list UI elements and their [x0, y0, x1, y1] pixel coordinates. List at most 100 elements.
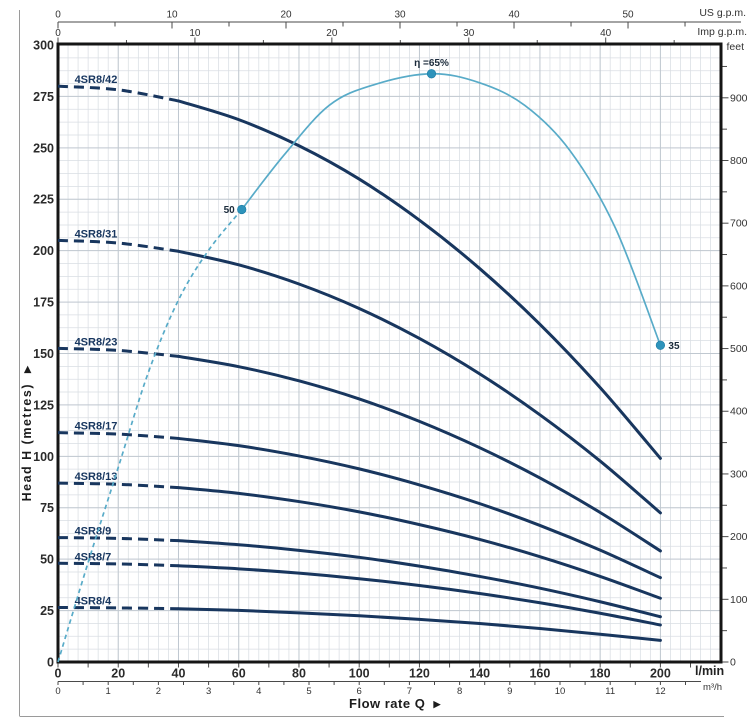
svg-text:60: 60: [232, 667, 246, 681]
metres-axis: 0 25 50 75 100 125 150 175 200 225 250 275 300: [33, 38, 54, 669]
pump-curve-label: 4SR8/7: [75, 551, 112, 563]
svg-text:20: 20: [280, 10, 292, 21]
svg-text:30: 30: [463, 28, 475, 39]
svg-text:50: 50: [40, 553, 54, 567]
svg-text:30: 30: [394, 10, 406, 21]
svg-text:150: 150: [33, 347, 54, 361]
svg-text:800: 800: [730, 155, 748, 167]
svg-text:0: 0: [55, 686, 60, 697]
svg-text:40: 40: [600, 28, 612, 39]
svg-text:200: 200: [33, 244, 54, 258]
head-axis-title-text: Head H (metres): [20, 383, 34, 502]
svg-text:50: 50: [622, 10, 634, 21]
pump-curve-4SR8/23: [176, 354, 662, 553]
pump-curve-label: 4SR8/13: [75, 471, 118, 483]
feet-unit-label: feet: [726, 41, 744, 53]
svg-text:200: 200: [650, 667, 671, 681]
pump-curves: 4SR8/42 4SR8/31 4SR8/23 4SR8/17 4SR8/13 4SR8/…: [57, 74, 662, 642]
svg-text:125: 125: [33, 398, 54, 412]
svg-text:6: 6: [357, 686, 362, 697]
svg-text:275: 275: [33, 90, 54, 104]
pump-curve-label: 4SR8/17: [75, 421, 118, 433]
plot-frame: [56, 42, 723, 664]
svg-text:225: 225: [33, 193, 54, 207]
svg-text:300: 300: [33, 38, 54, 52]
svg-text:80: 80: [292, 667, 306, 681]
us-gpm-unit-label: US g.p.m.: [699, 7, 746, 19]
head-axis-title: Head H (metres) ▶: [20, 365, 34, 502]
lmin-axis: 0 20 40 60 80 100 120 140 160 180 200: [55, 663, 692, 681]
svg-text:250: 250: [33, 141, 54, 155]
svg-text:120: 120: [409, 667, 430, 681]
svg-text:200: 200: [730, 531, 748, 543]
pump-curve-label: 4SR8/31: [75, 228, 118, 240]
svg-text:2: 2: [156, 686, 161, 697]
svg-text:10: 10: [189, 28, 201, 39]
svg-text:7: 7: [407, 686, 412, 697]
right-arrow-icon: ▶: [433, 699, 441, 709]
imp-gpm-unit-label: Imp g.p.m.: [697, 26, 747, 38]
pump-curve-4SR8/17: [176, 436, 662, 580]
pump-curve-4SR8/31: [176, 249, 662, 515]
svg-text:0: 0: [55, 667, 62, 681]
svg-text:40: 40: [172, 667, 186, 681]
efficiency-marker: [237, 204, 247, 215]
svg-text:5: 5: [306, 686, 311, 697]
svg-text:100: 100: [730, 594, 748, 606]
svg-text:140: 140: [469, 667, 490, 681]
efficiency-marker: [426, 69, 437, 79]
pump-curve-4SR8/42: [176, 99, 662, 460]
svg-text:500: 500: [730, 343, 748, 355]
svg-text:0: 0: [47, 656, 54, 670]
pump-curve-4SR8/13: [176, 486, 662, 600]
pump-curve-label: 4SR8/42: [75, 74, 118, 86]
svg-text:4: 4: [256, 686, 261, 697]
svg-text:160: 160: [529, 667, 550, 681]
svg-text:75: 75: [40, 501, 54, 515]
imp-gpm-axis: 0 10 20 30 40: [55, 28, 675, 44]
svg-text:10: 10: [555, 686, 566, 697]
m3h-unit-label: m³/h: [703, 682, 722, 693]
lmin-unit-label: l/min: [695, 664, 725, 678]
svg-text:40: 40: [508, 10, 520, 21]
pump-curve-label: 4SR8/9: [75, 526, 112, 538]
svg-text:25: 25: [40, 604, 54, 618]
svg-text:100: 100: [33, 450, 54, 464]
efficiency-marker-label: 35: [668, 341, 680, 352]
efficiency-marker-label: η =65%: [414, 58, 449, 69]
svg-text:700: 700: [730, 218, 748, 230]
efficiency-marker-label: 50: [224, 205, 236, 216]
svg-text:0: 0: [55, 28, 61, 39]
svg-text:600: 600: [730, 280, 748, 292]
svg-text:20: 20: [111, 667, 125, 681]
svg-text:20: 20: [326, 28, 338, 39]
flow-rate-axis-title-text: Flow rate Q: [349, 696, 426, 711]
svg-text:400: 400: [730, 406, 748, 418]
efficiency-curve-dashed: [57, 208, 243, 663]
pump-curve-4SR8/4: [176, 607, 662, 642]
up-arrow-icon: ▶: [22, 364, 32, 374]
svg-text:0: 0: [730, 657, 736, 669]
m3h-axis: 0 1 2 3 4 5 6 7 8 9 10 11 12: [55, 681, 701, 697]
pump-curve-label: 4SR8/23: [75, 336, 118, 348]
pump-curve-4SR8/7: [176, 564, 662, 627]
svg-text:900: 900: [730, 92, 748, 104]
flow-rate-axis-title: Flow rate Q ▶: [305, 696, 485, 711]
efficiency-curve: 50 η =65% 35: [57, 58, 680, 663]
pump-curve-4SR8/9: [176, 539, 662, 619]
figure-border: [19, 10, 724, 717]
svg-text:8: 8: [457, 686, 462, 697]
svg-text:300: 300: [730, 468, 748, 480]
svg-text:1: 1: [106, 686, 111, 697]
feet-axis: 0 100 200 300 400 500 600 700 800 900: [722, 65, 748, 669]
svg-text:11: 11: [605, 686, 615, 697]
efficiency-marker: [655, 340, 666, 350]
svg-text:3: 3: [206, 686, 211, 697]
svg-text:10: 10: [166, 10, 178, 21]
svg-text:100: 100: [349, 667, 370, 681]
svg-text:9: 9: [507, 686, 512, 697]
efficiency-curve-solid: [241, 72, 662, 346]
svg-text:0: 0: [55, 10, 61, 21]
